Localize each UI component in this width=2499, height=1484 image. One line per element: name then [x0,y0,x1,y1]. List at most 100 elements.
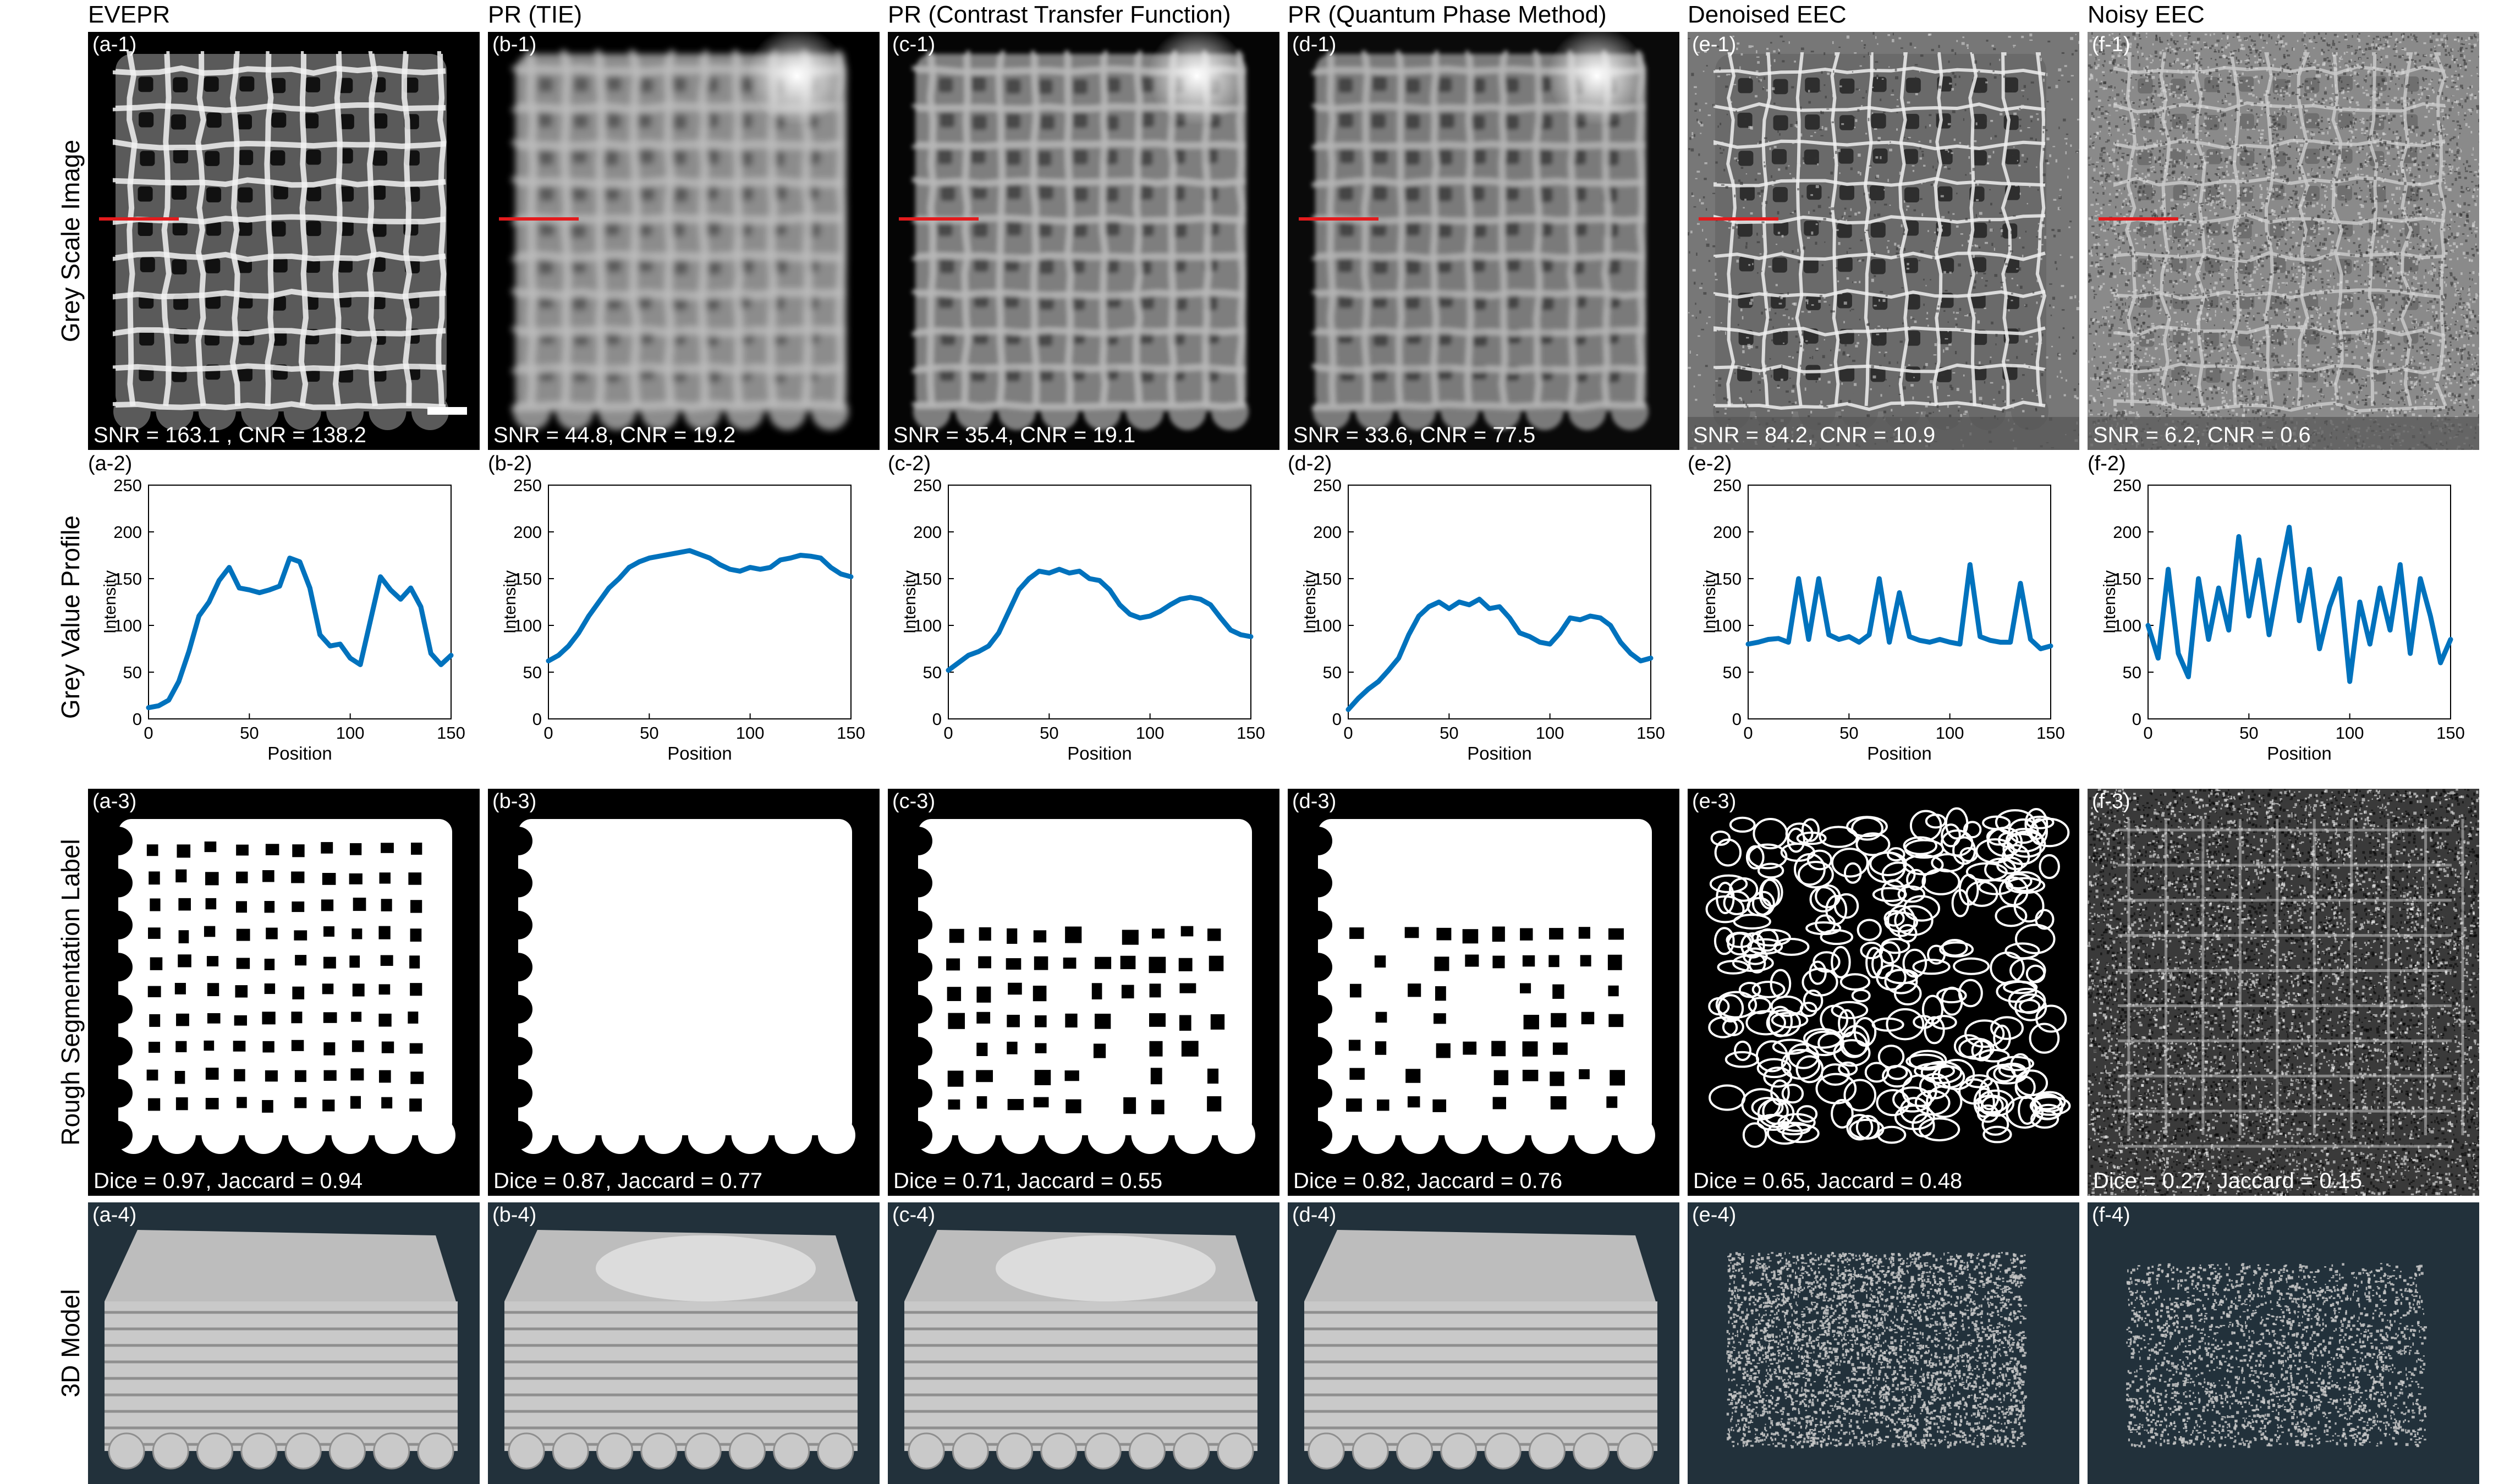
noise-speck [1863,47,1865,49]
column-title: Noisy EEC [2088,1,2205,29]
noise-speck [2117,152,2119,155]
noise-speck [2208,193,2210,196]
noise-speck [2262,258,2264,261]
noise-speck [2151,356,2154,360]
noise-speck [2412,211,2414,215]
noise-speck [2108,44,2111,47]
noise-speck [2412,125,2414,129]
noise-speck [2396,411,2399,414]
noise-speck [2279,343,2281,347]
noise-speck [1761,202,1765,205]
noise-speck [1983,273,1986,274]
noise-speck [2144,74,2145,76]
noise-speck [2124,343,2126,345]
noise-speck [2398,401,2400,404]
noise-speck [2029,33,2033,37]
noise-speck [2030,137,2033,140]
scaffold-pore [2171,256,2187,272]
noise-speck [2394,43,2396,47]
noise-speck [2247,219,2249,222]
noise-speck [2472,222,2475,224]
noise-speck [2217,186,2220,190]
noise-speck [2339,66,2342,68]
noise-speck [1963,413,1967,415]
noise-speck [1727,74,1731,75]
noise-speck [2327,286,2331,288]
noise-speck [2440,271,2444,274]
noise-speck [2436,278,2438,280]
noise-speck [1975,214,1978,218]
noise-speck [2462,287,2464,290]
noise-speck [1859,318,1861,321]
noise-speck [2260,353,2264,356]
noise-speck [2180,294,2183,297]
noise-speck [2442,171,2445,174]
noise-speck [2172,103,2176,105]
noise-speck [2187,381,2189,384]
noise-speck [2107,100,2110,101]
noise-speck [1937,229,1941,232]
noise-speck [2165,294,2168,297]
noise-speck [2435,381,2439,383]
noise-speck [2199,181,2203,184]
noise-speck [2220,158,2222,162]
noise-speck [2091,216,2093,219]
noise-speck [2383,407,2387,409]
noise-speck [2144,143,2146,147]
noise-speck [2451,393,2454,396]
noise-speck [1860,239,1863,241]
noise-speck [2036,279,2039,282]
noise-speck [2391,140,2394,143]
scaffold-pore [1871,76,1887,92]
noise-speck [2410,33,2412,36]
noise-speck [2321,166,2325,168]
noise-speck [2162,257,2165,260]
noise-speck [1852,71,1854,73]
noise-speck [2401,305,2403,309]
noise-speck [2210,250,2213,251]
scaffold-strand [512,177,846,188]
noise-speck [2304,332,2306,336]
scaffold-pore [1805,114,1820,130]
noise-speck [2410,59,2414,61]
noise-speck [2327,50,2330,51]
noise-speck [2159,56,2162,59]
noise-speck [2127,89,2131,92]
noise-speck [1721,322,1722,323]
noise-speck [1706,65,1708,67]
noise-speck [1768,318,1772,321]
scaffold-pore [271,295,286,311]
noise-speck [1775,284,1778,287]
noise-speck [1788,316,1790,320]
noise-speck [2301,38,2304,42]
noise-speck [2228,70,2231,73]
noise-speck [1903,200,1905,203]
noise-speck [2049,304,2051,307]
noise-speck [2121,152,2125,154]
noise-speck [2012,407,2014,409]
noise-speck [2400,397,2404,400]
noise-speck [2095,43,2099,46]
noise-speck [2136,227,2139,229]
noise-speck [2204,46,2207,48]
noise-speck [1875,68,1877,70]
noise-speck [1904,366,1906,369]
scaffold-strand [1498,51,1508,406]
noise-speck [2215,414,2217,416]
noise-speck [2310,318,2314,320]
noise-speck [1819,295,1822,297]
noise-speck [2234,226,2236,229]
noise-speck [2128,305,2130,308]
noise-speck [2441,310,2443,312]
noise-speck [2261,395,2262,399]
scaffold-strand [1133,51,1143,406]
noise-speck [2476,320,2479,323]
noise-speck [2459,386,2463,388]
noise-speck [2387,280,2391,283]
noise-speck [2183,231,2185,233]
noise-speck [2463,62,2467,66]
noise-speck [1742,316,1744,320]
noise-speck [2449,172,2453,174]
noise-speck [1696,52,1700,53]
noise-speck [2335,94,2338,96]
